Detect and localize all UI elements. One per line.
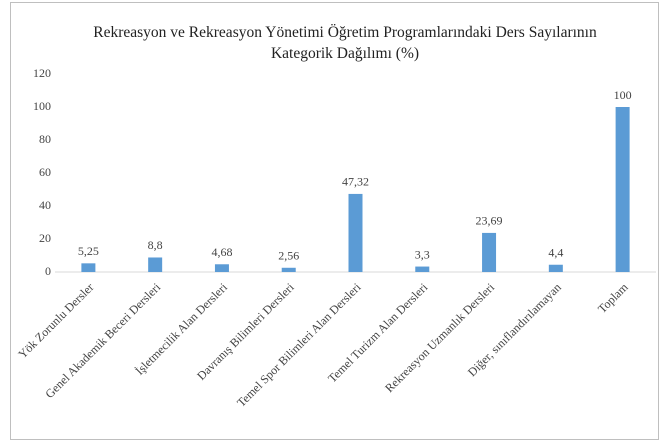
value-label: 4,68 <box>211 245 232 259</box>
value-label: 100 <box>614 88 632 102</box>
y-tick-label: 0 <box>45 264 51 278</box>
y-tick-label: 20 <box>39 231 51 245</box>
bar <box>415 266 430 272</box>
value-label: 5,25 <box>78 244 99 258</box>
bar <box>348 193 363 272</box>
bar <box>548 264 563 272</box>
bar <box>81 263 96 272</box>
bar <box>482 232 497 272</box>
chart-frame <box>10 2 659 440</box>
y-tick-label: 80 <box>39 132 51 146</box>
value-label: 8,8 <box>148 238 163 252</box>
y-tick-label: 40 <box>39 198 51 212</box>
y-tick-label: 60 <box>39 165 51 179</box>
y-tick-label: 100 <box>33 99 51 113</box>
x-tick-label: Genel Akademik Beceri Dersleri <box>42 280 163 401</box>
y-tick-label: 120 <box>33 66 51 80</box>
x-tick-label: Rekreasyon Uzmanlık Dersleri <box>382 280 497 395</box>
bar <box>615 107 630 272</box>
value-label: 2,56 <box>278 249 299 263</box>
value-label: 23,69 <box>476 214 503 228</box>
value-label: 47,32 <box>342 175 369 189</box>
bar <box>214 264 229 272</box>
x-tick-label: Toplam <box>595 280 631 316</box>
x-tick-label: Temel Spor Bilimleri Alan Dersleri <box>234 280 364 410</box>
bar <box>281 267 296 272</box>
value-label: 3,3 <box>415 247 430 261</box>
value-label: 4,4 <box>548 245 563 259</box>
bar <box>148 257 163 272</box>
chart-title: Rekreasyon ve Rekreasyon Yönetimi Öğreti… <box>93 24 597 62</box>
